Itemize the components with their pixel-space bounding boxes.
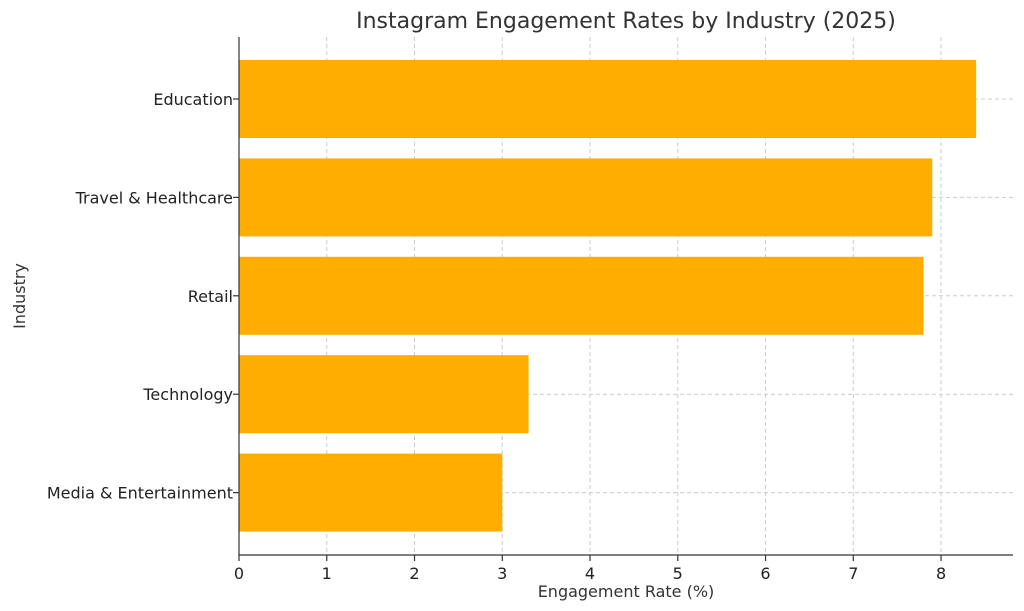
x-tick-label: 3 — [497, 564, 507, 583]
x-tick-label: 0 — [234, 564, 244, 583]
x-tick-label: 2 — [409, 564, 419, 583]
y-tick-label: Retail — [188, 287, 233, 306]
y-axis-label: Industry — [10, 263, 29, 329]
y-tick-label: Media & Entertainment — [47, 484, 233, 503]
x-tick-label: 1 — [322, 564, 332, 583]
y-tick-label: Technology — [142, 385, 233, 404]
bar — [239, 60, 977, 138]
chart-title: Instagram Engagement Rates by Industry (… — [356, 9, 896, 34]
y-tick-label: Education — [153, 90, 233, 109]
bar — [239, 355, 529, 434]
axis-layer: 0 1 2 3 4 5 6 7 8 Education Travel & Healthcare Ret… — [47, 37, 1013, 583]
bar — [239, 453, 503, 532]
x-tick-label: 5 — [673, 564, 683, 583]
bar — [239, 256, 924, 335]
y-tick-label: Travel & Healthcare — [75, 188, 233, 207]
bar — [239, 158, 933, 237]
bar-layer — [239, 60, 977, 532]
x-tick-label: 7 — [848, 564, 858, 583]
x-axis-label: Engagement Rate (%) — [538, 582, 715, 601]
x-tick-label: 8 — [936, 564, 946, 583]
x-tick-label: 6 — [760, 564, 770, 583]
x-tick-label: 4 — [585, 564, 595, 583]
